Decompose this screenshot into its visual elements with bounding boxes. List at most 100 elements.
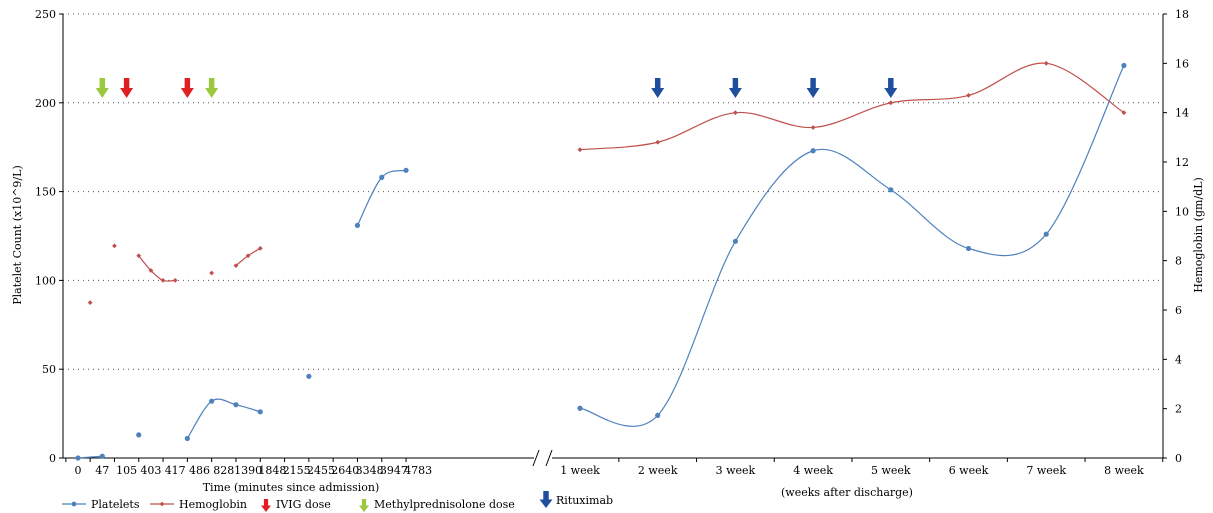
- y-tick-label-right: 16: [1175, 57, 1189, 70]
- platelets-line: [186, 398, 261, 439]
- axis-labels: Time (minutes since admission) (weeks af…: [11, 165, 1205, 499]
- legend-item-ivig-dose: IVIG dose: [261, 498, 331, 512]
- y-tick-label-right: 12: [1175, 156, 1189, 169]
- hemoglobin-point: [172, 278, 178, 283]
- x-axis-label-discharge: (weeks after discharge): [781, 486, 913, 499]
- y-tick-label-left: 200: [35, 97, 56, 110]
- x-tick-label-discharge: 2 week: [638, 464, 678, 477]
- hemoglobin-line: [579, 62, 1125, 151]
- y-axis-label-left: Platelet Count (x10^9/L): [11, 165, 24, 305]
- legend: Platelets Hemoglobin IVIG dose Methylpredni…: [62, 491, 613, 512]
- axis-break: [532, 449, 553, 467]
- legend-label: IVIG dose: [276, 498, 331, 511]
- x-tick-label-admission: 1848: [258, 464, 286, 477]
- hemoglobin-point: [245, 253, 251, 259]
- hemoglobin-point: [966, 93, 971, 98]
- x-tick-label-admission: 1390: [234, 464, 262, 477]
- y-tick-label-right: 10: [1175, 205, 1189, 218]
- legend-label: Platelets: [91, 498, 140, 511]
- x-tick-label-admission: 3947: [380, 464, 408, 477]
- hemoglobin-point: [577, 147, 583, 153]
- x-axis-label-admission: Time (minutes since admission): [203, 481, 380, 494]
- platelets-point: [99, 453, 105, 459]
- series-layer: [75, 60, 1127, 461]
- y-tick-label-right: 4: [1175, 353, 1182, 366]
- y-tick-label-right: 8: [1175, 255, 1182, 268]
- hemoglobin-point: [160, 278, 166, 283]
- hemoglobin-point: [112, 243, 117, 249]
- legend-swatch-marker: [159, 501, 165, 507]
- y-tick-label-right: 2: [1175, 403, 1182, 416]
- hemoglobin-point: [1043, 60, 1049, 66]
- legend-swatch-arrow: [359, 499, 369, 512]
- y-tick-label-left: 0: [49, 452, 56, 465]
- x-tick-label-admission: 4783: [404, 464, 432, 477]
- y-axis-label-right: Hemoglobin (gm/dL): [1192, 177, 1205, 293]
- axes: 0 50 100 150 200 250 0 2 4 6 8 10 12 14 16 18 0 47 105 403 4…: [35, 8, 1189, 477]
- legend-label: Hemoglobin: [179, 498, 247, 511]
- platelets-point: [732, 238, 739, 244]
- y-tick-label-left: 150: [35, 186, 56, 199]
- x-tick-label-admission: 3348: [356, 464, 384, 477]
- platelets-point: [1121, 62, 1127, 69]
- hemoglobin-point: [87, 300, 93, 305]
- x-tick-label-admission: 0: [75, 464, 82, 477]
- platelets-point: [888, 187, 894, 193]
- x-tick-label-admission: 47: [95, 464, 109, 477]
- platelets-point: [257, 409, 263, 415]
- platelets-point: [184, 435, 190, 442]
- rituximab-arrow: [806, 78, 820, 98]
- legend-item-rituximab: Rituximab: [539, 491, 613, 508]
- platelets-point: [577, 405, 583, 411]
- platelets-point: [75, 455, 81, 461]
- legend-item-hemoglobin: Hemoglobin: [150, 498, 247, 511]
- x-tick-label-discharge: 4 week: [793, 464, 833, 477]
- rituximab-arrow: [651, 78, 665, 98]
- x-tick-label-discharge: 6 week: [949, 464, 989, 477]
- y-tick-label-right: 6: [1175, 304, 1182, 317]
- platelets-point: [306, 373, 312, 379]
- hemoglobin-point: [148, 268, 154, 273]
- x-tick-label-discharge: 8 week: [1104, 464, 1144, 477]
- hemoglobin-point: [233, 263, 239, 268]
- rituximab-arrow: [884, 78, 898, 98]
- ivig-dose-arrow: [180, 78, 194, 98]
- hemoglobin-point: [888, 100, 894, 106]
- x-tick-label-admission: 2640: [331, 464, 359, 477]
- legend-label: Rituximab: [556, 494, 613, 507]
- hemoglobin-point: [136, 253, 142, 259]
- dose-markers: [95, 78, 898, 98]
- platelets-point: [810, 148, 816, 154]
- platelets-point: [965, 245, 972, 252]
- axis-break-stroke: [545, 449, 553, 467]
- gridlines: [63, 13, 1163, 370]
- hemoglobin-line: [138, 255, 176, 282]
- platelets-point: [233, 402, 239, 408]
- hemoglobin-point: [257, 245, 263, 251]
- legend-label: Methylprednisolone dose: [374, 498, 515, 511]
- methylprednisolone-dose-arrow: [95, 78, 109, 98]
- x-tick-label-admission: 2155: [283, 464, 311, 477]
- hemoglobin-point: [1121, 110, 1127, 116]
- platelets-point: [209, 398, 215, 404]
- platelets-point: [1043, 231, 1049, 237]
- ivig-dose-arrow: [120, 78, 134, 98]
- rituximab-arrow: [728, 78, 742, 98]
- hemoglobin-point: [655, 139, 661, 145]
- legend-swatch-marker: [71, 501, 77, 507]
- x-tick-label-discharge: 1 week: [560, 464, 600, 477]
- platelets-point: [354, 222, 361, 228]
- x-tick-label-discharge: 3 week: [716, 464, 756, 477]
- platelets-point: [403, 167, 409, 173]
- platelets-point: [379, 174, 385, 180]
- legend-item-methylprednisolone-dose: Methylprednisolone dose: [359, 498, 515, 512]
- methylprednisolone-dose-arrow: [205, 78, 219, 98]
- x-tick-label-admission: 105: [116, 464, 137, 477]
- y-tick-label-left: 250: [35, 8, 56, 21]
- axis-break-stroke: [532, 449, 540, 467]
- y-tick-label-left: 100: [35, 274, 56, 287]
- legend-item-platelets: Platelets: [62, 498, 140, 511]
- hemoglobin-point: [733, 110, 738, 116]
- hemoglobin-point: [209, 270, 215, 276]
